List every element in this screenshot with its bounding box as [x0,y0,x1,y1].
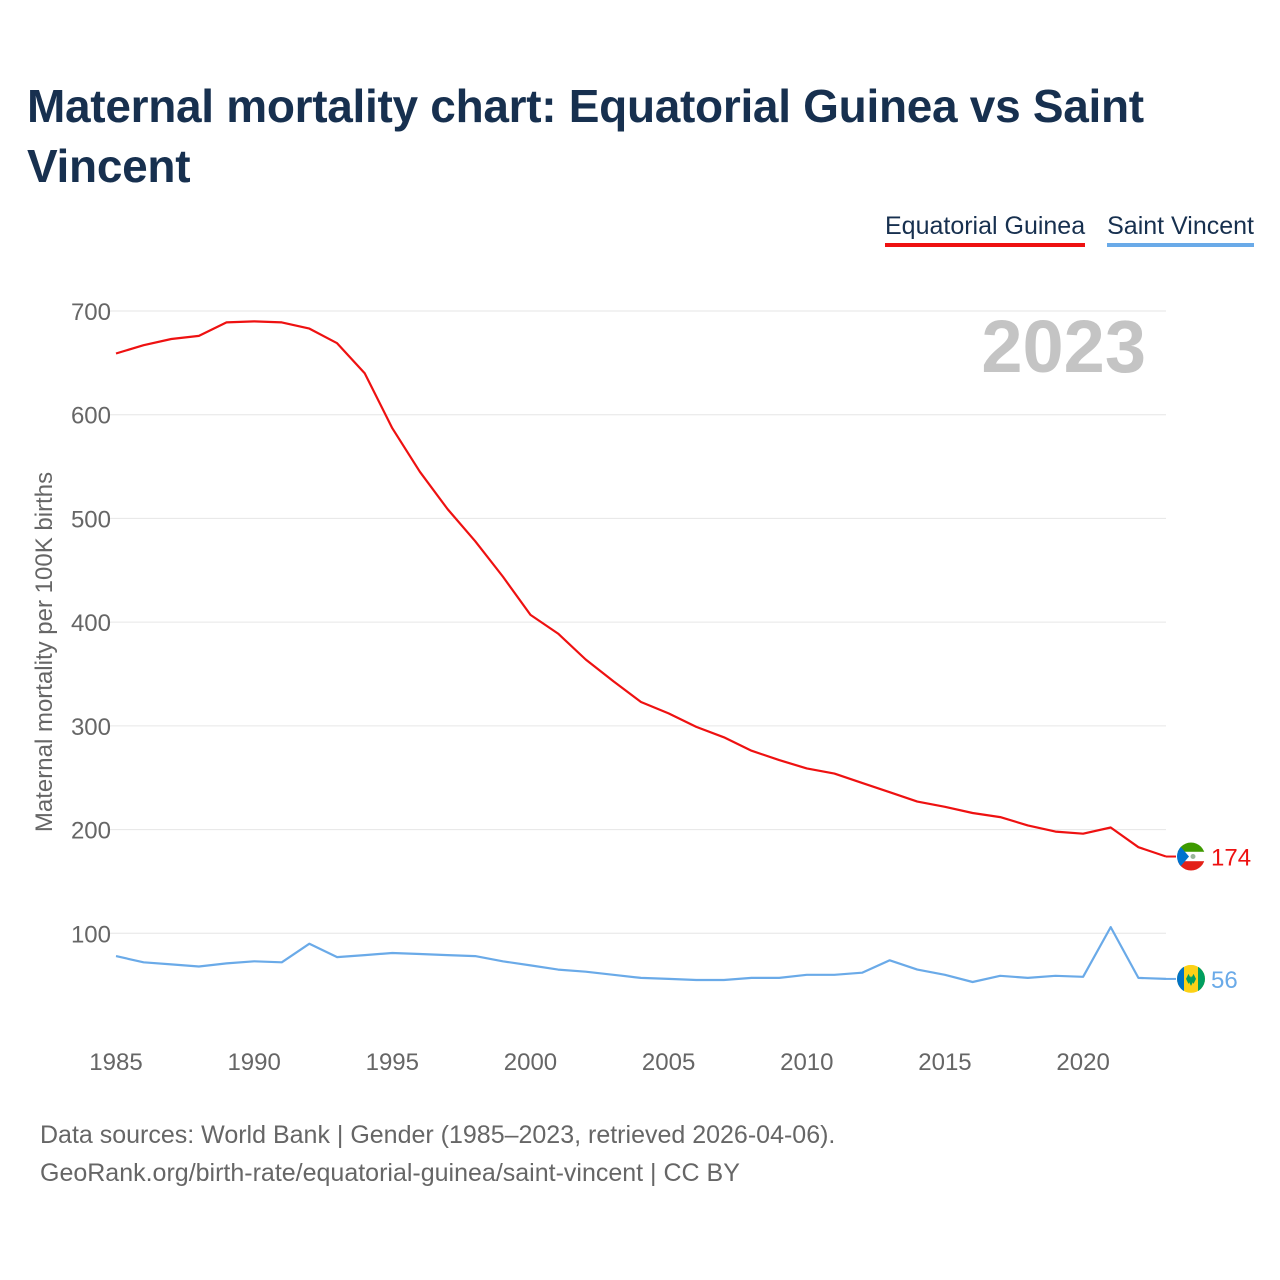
source-note: Data sources: World Bank | Gender (1985–… [40,1116,835,1192]
y-tick-700: 700 [71,299,111,326]
series-line-eg[interactable] [115,320,1167,858]
series-end-markers: 174 56 [1166,842,1251,994]
legend-item-equatorial-guinea[interactable]: Equatorial Guinea [884,212,1086,247]
x-tick-1990: 1990 [227,1049,280,1076]
x-tick-2020: 2020 [1056,1049,1109,1076]
year-watermark: 2023 [981,305,1146,388]
grid-lines [108,310,1166,934]
line-chart: 100 200 300 400 500 600 700 1985 1990 1995 2000 20… [31,299,1251,1076]
source-line-1: Data sources: World Bank | Gender (1985–… [40,1121,836,1149]
source-line-2[interactable]: GeoRank.org/birth-rate/equatorial-guinea… [40,1159,740,1187]
end-label-eg: 174 [1211,845,1251,872]
y-axis-label: Maternal mortality per 100K births [31,472,58,832]
flag-icon-eg [1177,842,1205,871]
y-tick-200: 200 [71,818,111,845]
legend-item-saint-vincent[interactable]: Saint Vincent [1107,212,1254,247]
chart-title: Maternal mortality chart: Equatorial Gui… [27,80,1144,192]
series-line-sv[interactable] [115,925,1167,984]
x-tick-1995: 1995 [366,1049,419,1076]
legend: Equatorial Guinea Saint Vincent [884,212,1254,247]
y-tick-600: 600 [71,403,111,430]
x-tick-1985: 1985 [89,1049,142,1076]
x-tick-labels: 1985 1990 1995 2000 2005 2010 2015 2020 [89,1049,1109,1076]
y-tick-400: 400 [71,610,111,637]
y-tick-300: 300 [71,714,111,741]
x-tick-2005: 2005 [642,1049,695,1076]
y-tick-500: 500 [71,506,111,533]
series-lines [115,320,1167,984]
x-tick-2010: 2010 [780,1049,833,1076]
flag-icon-sv [1177,964,1205,993]
y-tick-100: 100 [71,921,111,948]
x-tick-2015: 2015 [918,1049,971,1076]
x-tick-2000: 2000 [504,1049,557,1076]
y-tick-labels: 100 200 300 400 500 600 700 [71,299,111,948]
end-label-sv: 56 [1211,967,1238,994]
